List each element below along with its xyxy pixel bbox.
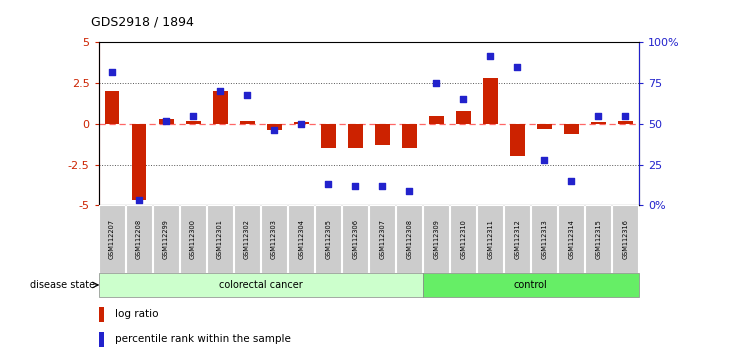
Bar [510,124,525,156]
Text: GSM112312: GSM112312 [514,219,520,259]
Bar [456,111,471,124]
Bar [261,205,287,273]
Point [566,178,577,184]
Bar [126,205,152,273]
Bar [374,124,390,145]
Point [485,53,496,58]
Text: colorectal cancer: colorectal cancer [219,280,302,290]
Bar [558,205,584,273]
Bar [450,205,476,273]
Point [323,181,334,187]
Bar [288,205,314,273]
Point [269,127,280,133]
Point [296,121,307,127]
Text: GSM112313: GSM112313 [541,219,548,259]
Text: GDS2918 / 1894: GDS2918 / 1894 [91,15,194,28]
Bar [153,205,179,273]
Text: GSM112314: GSM112314 [568,219,575,259]
Bar [158,119,174,124]
Bar [537,124,552,129]
Bar [212,91,228,124]
Bar [207,205,233,273]
Bar [402,124,417,148]
Bar [396,205,422,273]
Bar [131,124,147,200]
Bar [618,121,633,124]
Text: control: control [514,280,548,290]
Text: percentile rank within the sample: percentile rank within the sample [115,334,291,344]
Point [539,157,550,162]
Text: GSM112306: GSM112306 [352,219,358,259]
Point [404,188,415,194]
Bar [369,205,395,273]
Bar [99,307,104,322]
Bar [429,116,444,124]
Text: disease state: disease state [30,280,95,290]
Bar [591,122,606,124]
Text: GSM112208: GSM112208 [136,219,142,259]
Text: GSM112300: GSM112300 [190,219,196,259]
Point [377,183,388,189]
Bar [315,205,341,273]
Text: GSM112207: GSM112207 [109,219,115,259]
Text: log ratio: log ratio [115,309,158,319]
Text: GSM112305: GSM112305 [325,219,331,259]
Text: GSM112302: GSM112302 [244,219,250,259]
Point [215,88,226,94]
Bar [612,205,638,273]
Point [431,80,442,86]
Text: GSM112303: GSM112303 [271,219,277,259]
Text: GSM112304: GSM112304 [298,219,304,259]
Text: GSM112310: GSM112310 [460,219,466,259]
Text: GSM112308: GSM112308 [406,219,412,259]
Text: GSM112309: GSM112309 [433,219,439,259]
Bar [477,205,503,273]
Point [593,113,604,119]
Point [241,92,253,97]
Point [107,69,118,75]
Text: GSM112315: GSM112315 [595,219,602,259]
Bar [423,205,449,273]
Bar [180,205,206,273]
Text: GSM112311: GSM112311 [487,219,493,259]
Point [188,113,199,119]
Bar [234,205,260,273]
Point [133,198,145,203]
Bar [185,121,201,124]
Bar [342,205,368,273]
Bar [320,124,336,148]
Bar [99,273,423,297]
Bar [585,205,611,273]
Bar [104,91,120,124]
Point [620,113,631,119]
Bar [531,205,557,273]
Bar [504,205,530,273]
Point [512,64,523,70]
Bar [564,124,579,134]
Point [161,118,172,124]
Point [350,183,361,189]
Bar [99,332,104,347]
Point [457,97,469,102]
Bar [423,273,639,297]
Text: GSM112307: GSM112307 [379,219,385,259]
Text: GSM112301: GSM112301 [217,219,223,259]
Bar [99,205,125,273]
Text: GSM112316: GSM112316 [622,219,629,259]
Text: GSM112299: GSM112299 [163,219,169,259]
Bar [483,78,498,124]
Bar [293,122,309,124]
Bar [239,121,255,124]
Bar [266,124,282,130]
Bar [347,124,363,148]
